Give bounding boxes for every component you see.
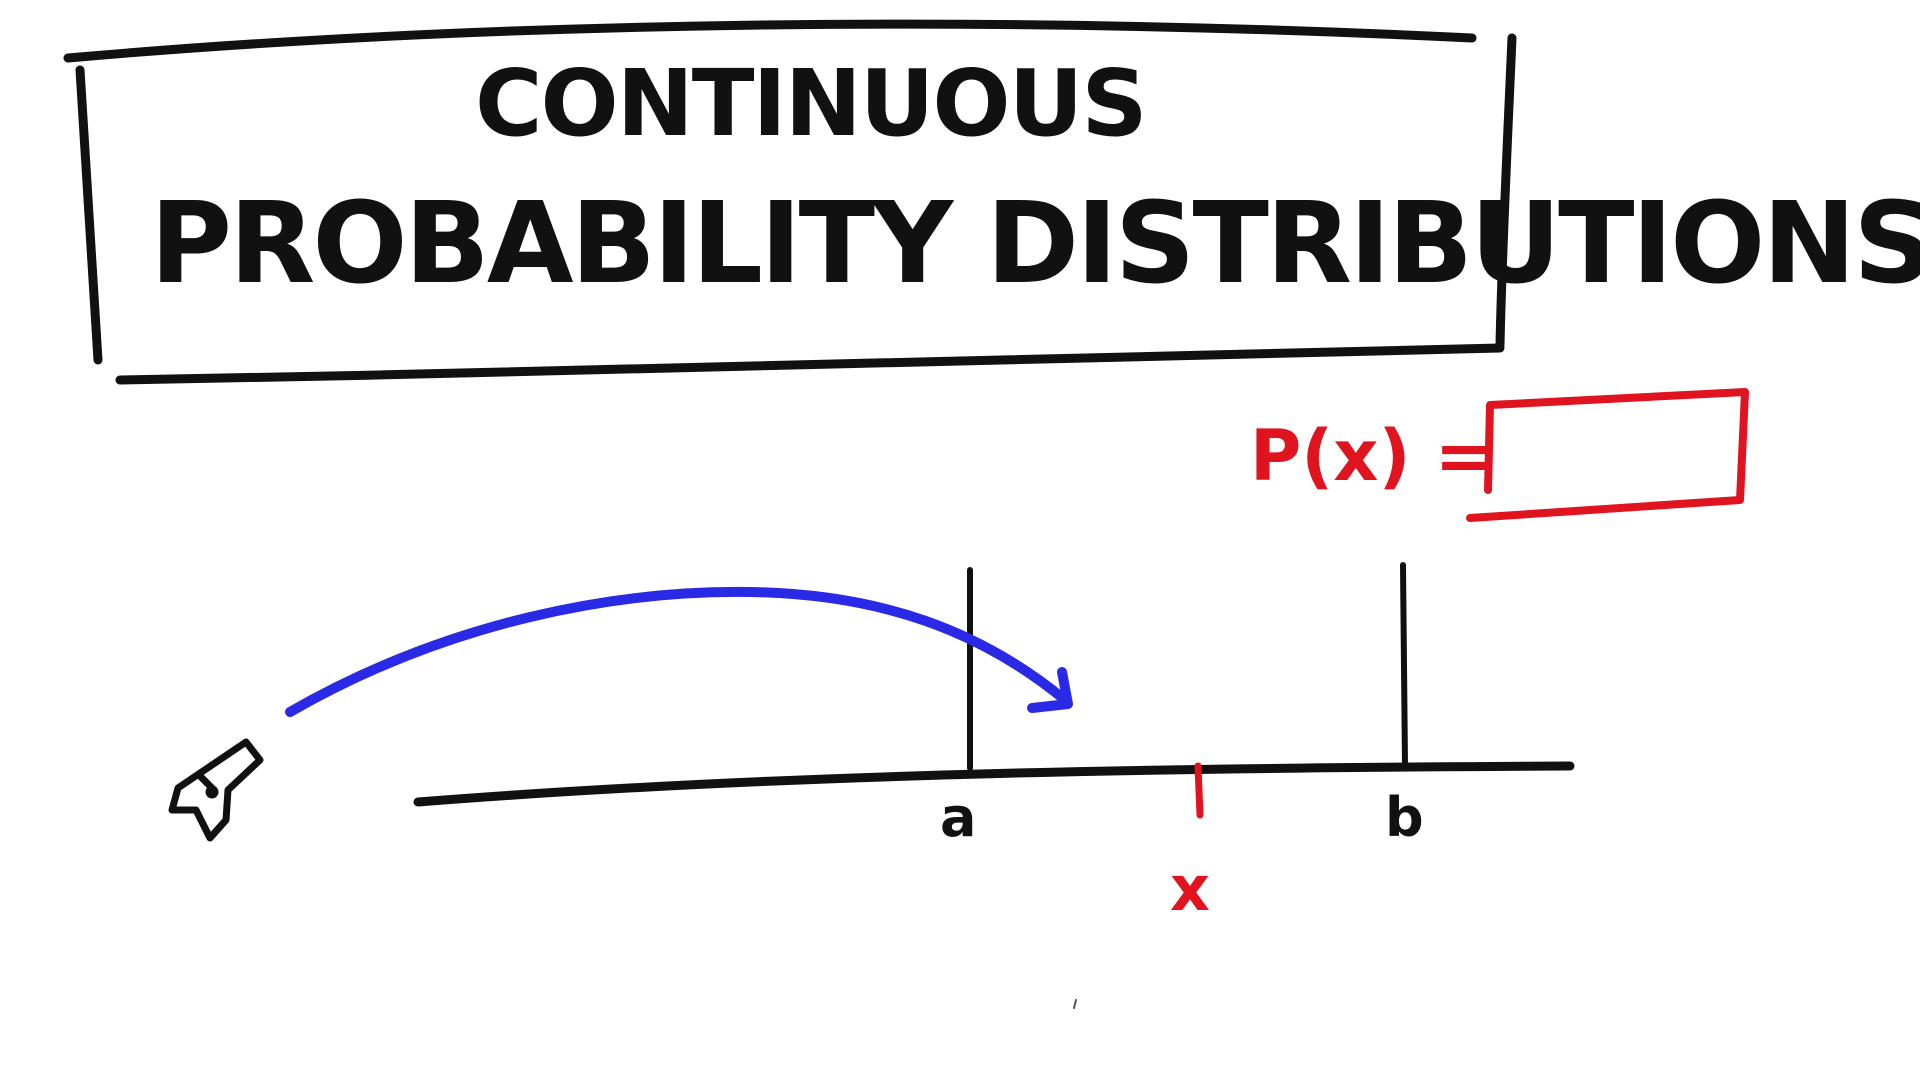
probability-formula-label: P(x) = — [1250, 415, 1493, 497]
title-line-2: PROBABILITY DISTRIBUTIONS — [150, 179, 1920, 309]
label-x: x — [1170, 852, 1210, 925]
trajectory-arrow — [285, 586, 1073, 717]
bound-b-line — [1400, 562, 1408, 769]
title-box-top — [63, 19, 1477, 63]
trajectory-curve — [285, 586, 1070, 717]
stray-mark — [1073, 999, 1077, 1009]
title-line-1: CONTINUOUS — [475, 50, 1146, 157]
answer-box[interactable] — [1466, 388, 1749, 522]
cannon-icon — [168, 738, 264, 842]
title-box — [63, 19, 1517, 385]
label-b: b — [1385, 786, 1424, 849]
title-box-left — [75, 65, 103, 365]
title-box-bottom — [115, 343, 1505, 385]
trajectory-arrowhead — [1027, 667, 1073, 713]
label-a: a — [940, 786, 976, 849]
x-tick — [1194, 762, 1204, 819]
title-box-right — [1495, 33, 1517, 350]
